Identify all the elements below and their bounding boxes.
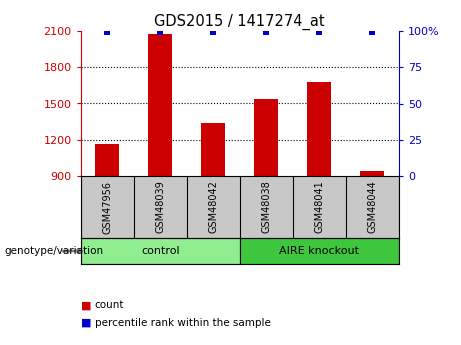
Text: GSM48041: GSM48041 [314, 181, 324, 233]
Bar [307, 82, 331, 176]
Text: percentile rank within the sample: percentile rank within the sample [95, 318, 271, 327]
Bar [95, 144, 119, 176]
Text: GSM48044: GSM48044 [367, 181, 377, 233]
Text: genotype/variation: genotype/variation [5, 246, 104, 256]
Text: GSM48042: GSM48042 [208, 180, 218, 234]
Text: ■: ■ [81, 318, 91, 327]
Bar [240, 238, 399, 264]
Bar [81, 238, 240, 264]
Bar [148, 34, 172, 176]
Text: GSM48038: GSM48038 [261, 181, 271, 233]
Text: control: control [141, 246, 179, 256]
Text: ■: ■ [81, 300, 91, 310]
Title: GDS2015 / 1417274_at: GDS2015 / 1417274_at [154, 13, 325, 30]
Text: AIRE knockout: AIRE knockout [279, 246, 359, 256]
Text: GSM48039: GSM48039 [155, 181, 165, 233]
Text: GSM47956: GSM47956 [102, 180, 112, 234]
Bar [254, 99, 278, 176]
Bar [201, 124, 225, 176]
Text: count: count [95, 300, 124, 310]
Bar [361, 171, 384, 176]
